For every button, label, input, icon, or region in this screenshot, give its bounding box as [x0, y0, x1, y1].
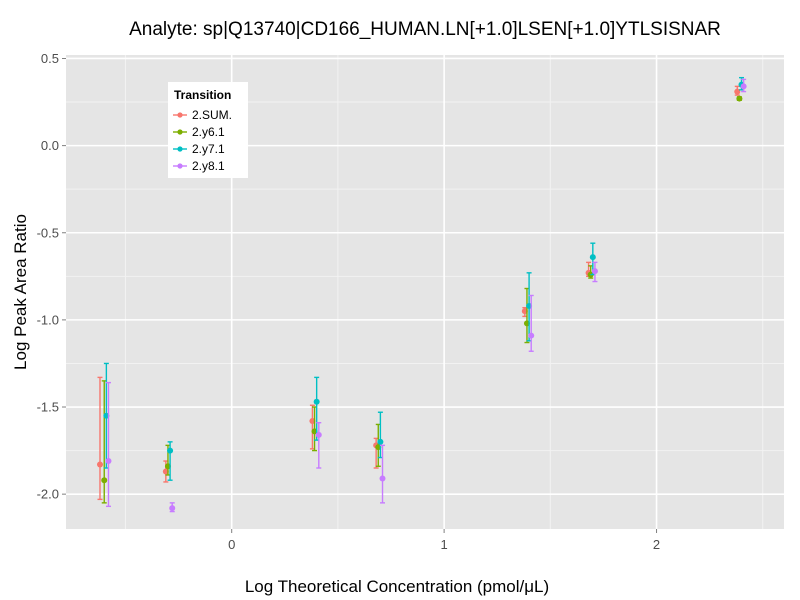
- legend-entry: 2.y7.1: [173, 142, 225, 156]
- data-point: [313, 398, 320, 405]
- data-point: [734, 88, 741, 95]
- y-axis-title: Log Peak Area Ratio: [11, 214, 30, 370]
- series-2-y8-1: [105, 78, 747, 513]
- data-point: [167, 447, 174, 454]
- data-point: [96, 461, 103, 468]
- x-tick-label: 1: [441, 537, 448, 552]
- y-axis: 0.5 0.0 -0.5 -1.0 -1.5 -2.0: [37, 51, 66, 502]
- x-tick-label: 0: [228, 537, 235, 552]
- x-axis: 0 1 2: [228, 529, 660, 552]
- y-tick-label: 0.5: [41, 51, 59, 66]
- y-tick-label: -1.0: [37, 312, 59, 327]
- y-tick-label: -0.5: [37, 225, 59, 240]
- data-point: [379, 475, 386, 482]
- data-point: [740, 83, 747, 90]
- series-2-y6-1: [101, 95, 743, 504]
- legend-label: 2.y6.1: [192, 125, 225, 139]
- legend-items: 2.SUM. 2.y6.1 2.y7.1 2.y8.1: [173, 108, 232, 173]
- legend-entry: 2.y6.1: [173, 125, 225, 139]
- legend-key-point: [177, 163, 183, 169]
- chart-title: Analyte: sp|Q13740|CD166_HUMAN.LN[+1.0]L…: [129, 19, 721, 40]
- y-tick-label: 0.0: [41, 138, 59, 153]
- x-axis-title: Log Theoretical Concentration (pmol/μL): [245, 577, 549, 596]
- data-point: [528, 332, 535, 339]
- data-point: [315, 431, 322, 438]
- legend-label: 2.y8.1: [192, 159, 225, 173]
- series-layer: [96, 76, 747, 513]
- legend-key-point: [177, 129, 183, 135]
- data-point: [169, 505, 176, 512]
- data-point: [377, 438, 384, 445]
- legend-label: 2.y7.1: [192, 142, 225, 156]
- data-point: [736, 95, 743, 102]
- data-point: [105, 458, 112, 465]
- x-tick-label: 2: [653, 537, 660, 552]
- legend-label: 2.SUM.: [192, 108, 232, 122]
- legend-entry: 2.y8.1: [173, 159, 225, 173]
- legend-key-point: [177, 112, 183, 118]
- legend-key-point: [177, 146, 183, 152]
- legend-entry: 2.SUM.: [173, 108, 232, 122]
- data-point: [101, 477, 108, 484]
- legend: Transition 2.SUM. 2.y6.1 2.y7.1 2.y8.1: [168, 82, 248, 178]
- legend-title: Transition: [174, 88, 231, 102]
- y-tick-label: -2.0: [37, 487, 59, 502]
- y-tick-label: -1.5: [37, 400, 59, 415]
- data-point: [591, 268, 598, 275]
- grid: [66, 55, 784, 529]
- data-point: [589, 254, 596, 261]
